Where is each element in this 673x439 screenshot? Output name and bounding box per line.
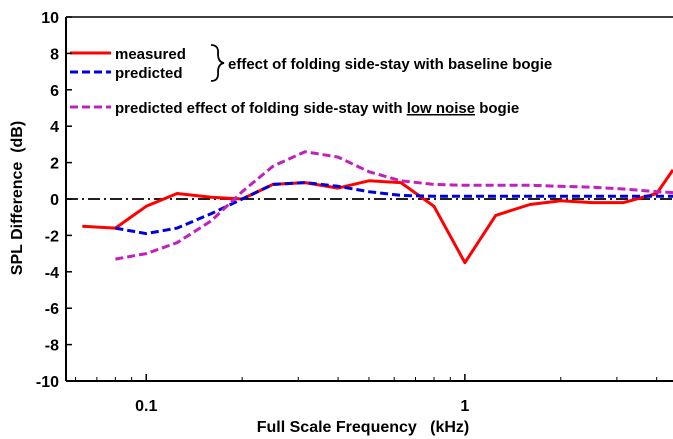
y-tick-label: 8: [50, 46, 59, 63]
y-tick-label: -4: [45, 265, 59, 282]
y-tick-label: 0: [50, 192, 59, 209]
y-tick-label: -6: [45, 301, 59, 318]
series-layer: [82, 150, 673, 265]
legend-predicted-label: predicted: [115, 65, 183, 82]
y-tick-label: -8: [45, 338, 59, 355]
y-tick-label: 2: [50, 156, 59, 173]
axis-labels-layer: Full Scale Frequency (kHz) SPL Differenc…: [9, 121, 469, 436]
legend-group-label: effect of folding side-stay with baselin…: [228, 56, 552, 73]
legend: measured predicted effect of folding sid…: [64, 40, 665, 126]
legend-low-noise-underlined: low noise: [407, 100, 475, 117]
legend-low-noise-suffix: bogie: [475, 100, 519, 117]
legend-background: [64, 40, 665, 126]
y-tick-label: -10: [36, 374, 59, 391]
y-tick-label: -2: [45, 228, 59, 245]
legend-low-noise-prefix: predicted effect of folding side-stay wi…: [115, 100, 407, 117]
y-tick-label: 4: [50, 119, 59, 136]
series-line-1: [115, 181, 673, 236]
x-tick-label: 1: [460, 398, 469, 415]
legend-low-noise-label: predicted effect of folding side-stay wi…: [115, 100, 519, 117]
legend-measured-label: measured: [115, 46, 186, 63]
x-tick-label: 0.1: [135, 398, 157, 415]
y-tick-label: 10: [41, 10, 59, 27]
y-axis-title: SPL Difference (dB): [9, 121, 26, 275]
x-axis-title: Full Scale Frequency (kHz): [257, 419, 470, 436]
series-line-0: [82, 169, 673, 265]
series-line-2: [115, 150, 673, 261]
y-tick-label: 6: [50, 83, 59, 100]
legend-brace: [210, 44, 225, 82]
plot-frame-layer: 10 8 6 4 2 0 -2 -4 -6 -8 -10 0.1 1: [36, 10, 673, 415]
